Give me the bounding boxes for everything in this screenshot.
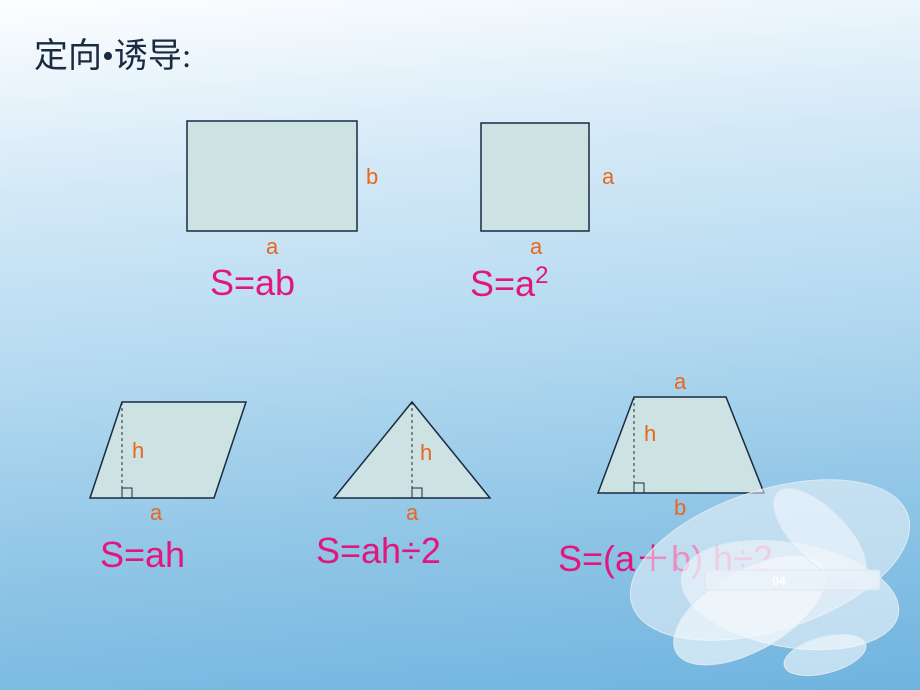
parallelogram-shape: h a — [88, 400, 248, 500]
trap-label-b: b — [674, 495, 686, 521]
para-formula: S=ah — [100, 534, 185, 576]
parallelogram-svg — [88, 400, 248, 500]
rectangle-svg — [186, 120, 358, 232]
tri-label-h: h — [420, 440, 432, 466]
triangle-svg — [332, 400, 492, 500]
decoration-num: 04 — [772, 574, 785, 588]
decoration-tag: 04with some purpose — [772, 574, 880, 588]
trap-formula: S=(a＋b) h÷2 — [558, 530, 773, 582]
trap-label-h: h — [644, 421, 656, 447]
para-label-h: h — [132, 438, 144, 464]
decoration-phrase: with some purpose — [788, 576, 880, 588]
square-svg — [480, 122, 590, 232]
square-label-bottom: a — [530, 234, 542, 260]
tri-label-a: a — [406, 500, 418, 526]
rect-label-b: b — [366, 164, 378, 190]
square-formula: S=a2 — [470, 262, 548, 305]
triangle-shape: h a — [332, 400, 492, 500]
trap-label-a: a — [674, 369, 686, 395]
square-formula-prefix: S=a — [470, 263, 535, 304]
rect-formula: S=ab — [210, 262, 295, 304]
page-title: 定向•诱导: — [34, 28, 191, 77]
square-shape: a a — [480, 122, 590, 232]
trapezoid-shape: a h b — [596, 395, 766, 495]
square-label-side: a — [602, 164, 614, 190]
square-formula-sup: 2 — [535, 262, 548, 289]
rectangle-shape: b a — [186, 120, 358, 232]
rect-label-a: a — [266, 234, 278, 260]
tri-formula: S=ah÷2 — [316, 530, 441, 572]
para-label-a: a — [150, 500, 162, 526]
trapezoid-svg — [596, 395, 766, 495]
